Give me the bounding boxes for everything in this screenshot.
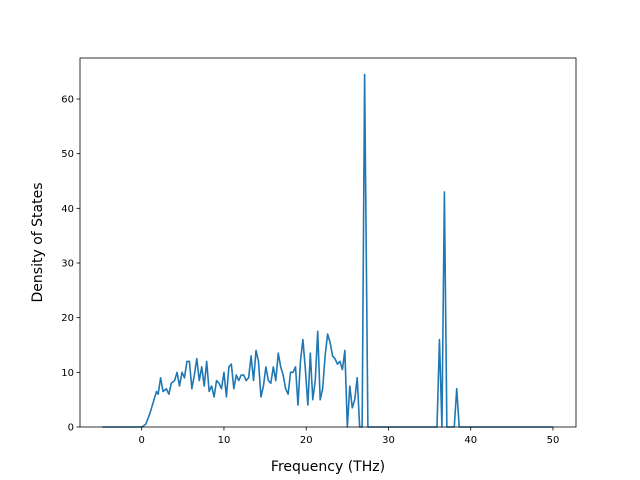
x-tick-label: 30 [382,435,395,446]
x-tick-label: 20 [300,435,313,446]
x-tick-label: 10 [218,435,231,446]
axes-frame [79,57,577,428]
y-tick-label: 60 [61,95,74,106]
y-axis-label: Density of States [30,183,46,303]
x-axis-label: Frequency (THz) [271,459,385,475]
x-tick-label: 50 [547,435,560,446]
x-tick-label: 40 [464,435,477,446]
y-axis-ticks: 0 10 20 30 40 50 60 [61,95,80,434]
y-tick-label: 40 [61,204,74,215]
y-tick-label: 30 [61,259,74,270]
y-tick-label: 0 [68,423,74,434]
y-tick-label: 20 [61,313,74,324]
y-tick-label: 10 [61,368,74,379]
y-tick-label: 50 [61,149,74,160]
x-axis-ticks: 0 10 20 30 40 50 [139,427,560,446]
x-tick-label: 0 [139,435,145,446]
